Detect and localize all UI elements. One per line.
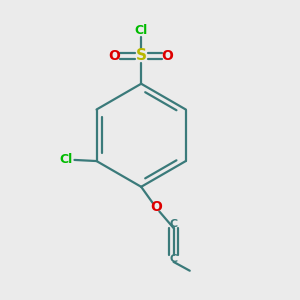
Text: O: O [162,49,174,63]
Text: O: O [109,49,121,63]
Text: Cl: Cl [59,153,72,166]
Text: C: C [169,219,178,229]
Text: S: S [136,48,147,63]
Text: O: O [150,200,162,214]
Text: C: C [169,254,178,264]
Text: Cl: Cl [134,24,148,37]
